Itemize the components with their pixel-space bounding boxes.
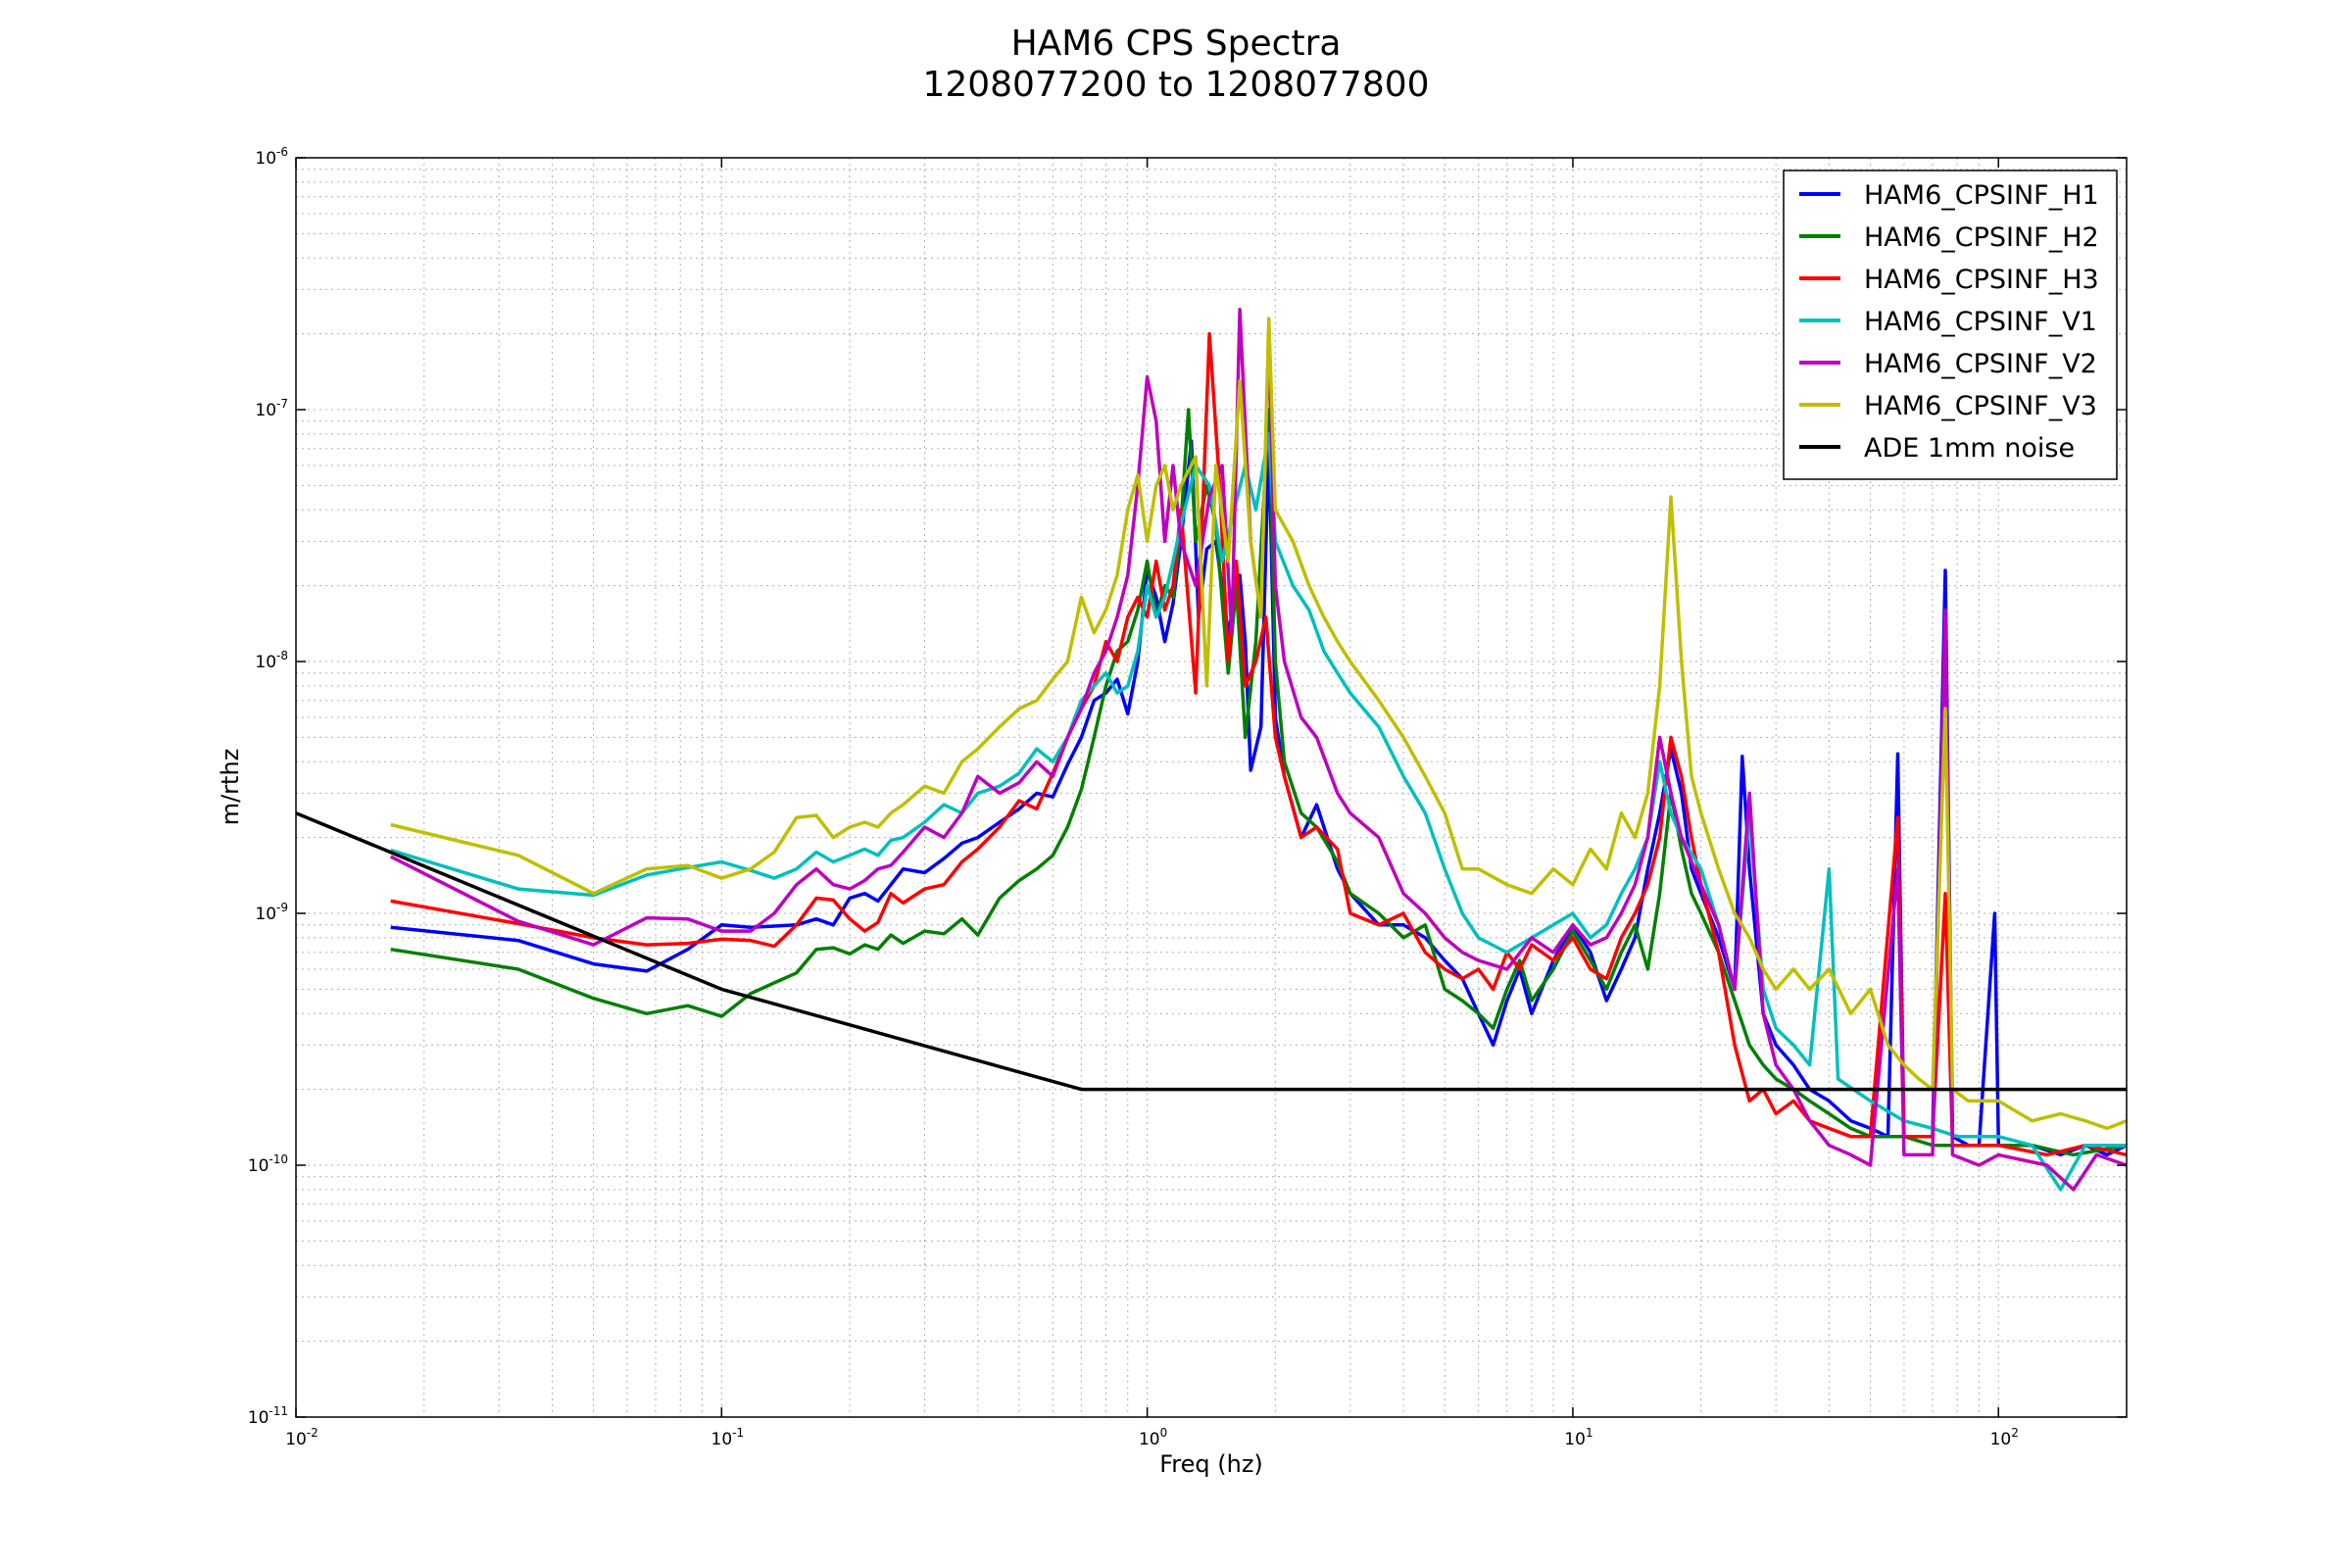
- y-tick-label: 10-10: [248, 1152, 288, 1176]
- ticks: 10-2 10-1 100 101 102 10-11 10-10 10-9 10-8 10-7 1…: [248, 145, 2127, 1449]
- y-tick-label: 10-9: [255, 901, 288, 924]
- chart-title: HAM6 CPS Spectra: [1010, 24, 1342, 64]
- x-tick-label: 10-1: [711, 1426, 745, 1449]
- series-line-ham6-cpsinf-h3: [390, 331, 2127, 1157]
- x-tick-label: 101: [1564, 1426, 1592, 1449]
- chart-subtitle: 1208077200 to 1208077800: [922, 65, 1430, 105]
- x-tick-label: 100: [1139, 1426, 1167, 1449]
- legend-label: HAM6_CPSINF_H2: [1864, 222, 2099, 253]
- series-line-ham6-cpsinf-v2: [389, 307, 2127, 1192]
- y-tick-label: 10-11: [248, 1404, 288, 1428]
- series-line-ham6-cpsinf-h1: [390, 439, 2127, 1157]
- x-tick-label: 10-2: [285, 1426, 318, 1449]
- x-axis-label: Freq (hz): [1159, 1450, 1263, 1478]
- legend-label: HAM6_CPSINF_H3: [1864, 265, 2099, 295]
- legend-label: HAM6_CPSINF_V1: [1864, 307, 2097, 337]
- series-line-ham6-cpsinf-h2: [390, 408, 2127, 1157]
- series-line-ham6-cpsinf-v3: [390, 317, 2127, 1131]
- plot-frame: [295, 157, 2128, 1418]
- y-tick-label: 10-6: [255, 145, 288, 169]
- x-tick-label: 102: [1990, 1426, 2019, 1449]
- y-axis-label: m/rthz: [217, 749, 244, 826]
- legend-label: HAM6_CPSINF_V3: [1864, 391, 2097, 421]
- legend-label: ADE 1mm noise: [1864, 433, 2075, 464]
- series-lines: [296, 307, 2127, 1192]
- y-tick-label: 10-7: [255, 397, 288, 420]
- legend-box: [1783, 170, 2118, 480]
- legend-label: HAM6_CPSINF_H1: [1864, 180, 2099, 211]
- series-line-ade-1mm-noise: [296, 811, 2127, 1092]
- legend-label: HAM6_CPSINF_V2: [1864, 349, 2097, 379]
- legend: HAM6_CPSINF_H1 HAM6_CPSINF_H2 HAM6_CPSINF_…: [1783, 170, 2118, 480]
- y-tick-label: 10-8: [255, 649, 288, 672]
